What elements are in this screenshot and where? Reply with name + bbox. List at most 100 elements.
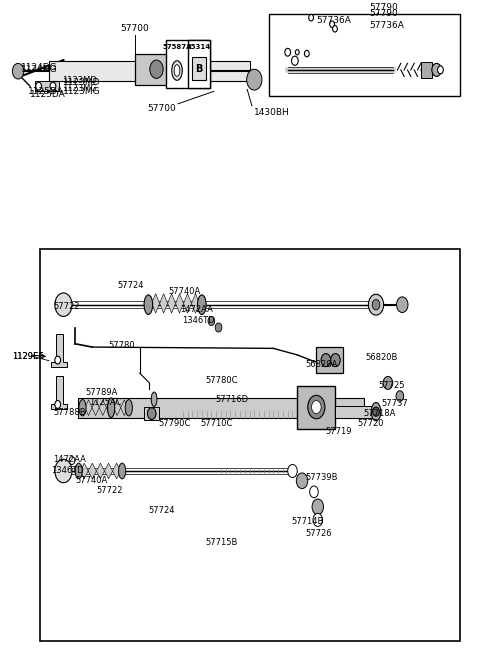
Text: B: B [195, 64, 203, 73]
Text: 57714B: 57714B [291, 517, 324, 527]
Polygon shape [176, 293, 183, 313]
Text: 1430BH: 1430BH [254, 108, 290, 117]
Ellipse shape [79, 400, 86, 416]
Text: 57724: 57724 [117, 282, 144, 290]
Text: 57718A: 57718A [363, 409, 396, 418]
Polygon shape [99, 400, 107, 415]
Circle shape [313, 514, 323, 527]
Circle shape [312, 499, 324, 515]
Text: 57720: 57720 [357, 419, 384, 428]
Ellipse shape [151, 392, 157, 406]
Ellipse shape [371, 403, 381, 421]
Polygon shape [51, 334, 67, 367]
Polygon shape [168, 293, 176, 313]
Text: 57726: 57726 [306, 529, 333, 538]
Circle shape [383, 377, 393, 390]
Circle shape [368, 294, 384, 315]
Circle shape [285, 48, 290, 56]
Text: 57788B: 57788B [53, 408, 86, 417]
Circle shape [333, 26, 337, 32]
Bar [188, 40, 210, 88]
Circle shape [438, 66, 444, 74]
Text: 57789A: 57789A [85, 388, 117, 396]
Text: 57719: 57719 [325, 426, 351, 436]
Text: 56828A: 56828A [306, 360, 338, 369]
Circle shape [321, 354, 331, 367]
Ellipse shape [108, 398, 115, 417]
Polygon shape [92, 400, 99, 415]
Circle shape [372, 299, 380, 310]
Bar [78, 398, 364, 417]
Polygon shape [96, 463, 105, 479]
Circle shape [215, 323, 222, 332]
Circle shape [55, 401, 60, 408]
Bar [49, 62, 250, 81]
Bar [297, 386, 336, 428]
Circle shape [372, 407, 379, 416]
Text: 57739B: 57739B [306, 473, 338, 482]
Text: 56820B: 56820B [365, 353, 397, 362]
Circle shape [308, 396, 325, 419]
Text: 1123MG: 1123MG [62, 84, 97, 93]
Circle shape [295, 50, 299, 55]
Circle shape [330, 21, 335, 28]
Text: 1472AA: 1472AA [53, 455, 86, 464]
Text: 1123MG: 1123MG [63, 87, 101, 96]
Text: 1472AA: 1472AA [180, 305, 213, 314]
Circle shape [396, 391, 404, 402]
Text: 1125AC: 1125AC [89, 398, 121, 407]
Text: 1124DG: 1124DG [21, 66, 57, 75]
Text: 57700: 57700 [147, 104, 176, 113]
Polygon shape [152, 293, 160, 313]
Circle shape [291, 56, 298, 66]
Polygon shape [183, 293, 192, 313]
Ellipse shape [172, 61, 182, 81]
Text: 1125DA: 1125DA [28, 87, 63, 96]
Circle shape [309, 14, 313, 21]
Circle shape [55, 293, 72, 316]
Polygon shape [105, 463, 113, 479]
Bar [269, 14, 459, 96]
Text: 25314: 25314 [187, 45, 211, 50]
Text: 1125DA: 1125DA [30, 90, 66, 98]
Text: 57790: 57790 [369, 9, 397, 18]
Polygon shape [88, 463, 96, 479]
Text: 57716D: 57716D [216, 395, 249, 403]
Text: 57724: 57724 [148, 506, 175, 515]
Circle shape [208, 316, 215, 326]
Polygon shape [80, 463, 88, 479]
Polygon shape [120, 400, 128, 415]
Bar [166, 40, 210, 88]
Circle shape [247, 69, 262, 90]
Text: 57780C: 57780C [205, 376, 238, 385]
Bar [421, 62, 432, 78]
Text: 1346TD: 1346TD [51, 466, 84, 476]
Text: 57780: 57780 [109, 341, 135, 350]
Bar [316, 347, 343, 373]
Ellipse shape [174, 65, 180, 77]
Text: 57740A: 57740A [168, 287, 201, 296]
Polygon shape [113, 463, 120, 479]
Polygon shape [63, 62, 102, 81]
Text: 1124DG: 1124DG [22, 64, 58, 73]
Polygon shape [51, 377, 67, 409]
Ellipse shape [198, 295, 206, 314]
Ellipse shape [125, 400, 132, 416]
Circle shape [396, 297, 408, 312]
Circle shape [150, 60, 163, 79]
Circle shape [147, 407, 156, 419]
Bar [39, 250, 459, 641]
Ellipse shape [75, 463, 82, 479]
Text: 1123MD: 1123MD [62, 77, 97, 85]
Text: 1129EE: 1129EE [12, 352, 43, 361]
Bar [144, 407, 159, 420]
Ellipse shape [144, 295, 153, 314]
Text: 57587A: 57587A [162, 45, 192, 50]
Circle shape [310, 486, 318, 498]
Bar [192, 57, 206, 81]
Text: 57715B: 57715B [205, 538, 238, 547]
Text: 57722: 57722 [96, 486, 123, 495]
Circle shape [432, 64, 442, 77]
Text: 57722: 57722 [53, 302, 79, 311]
Text: 57790: 57790 [369, 3, 397, 12]
